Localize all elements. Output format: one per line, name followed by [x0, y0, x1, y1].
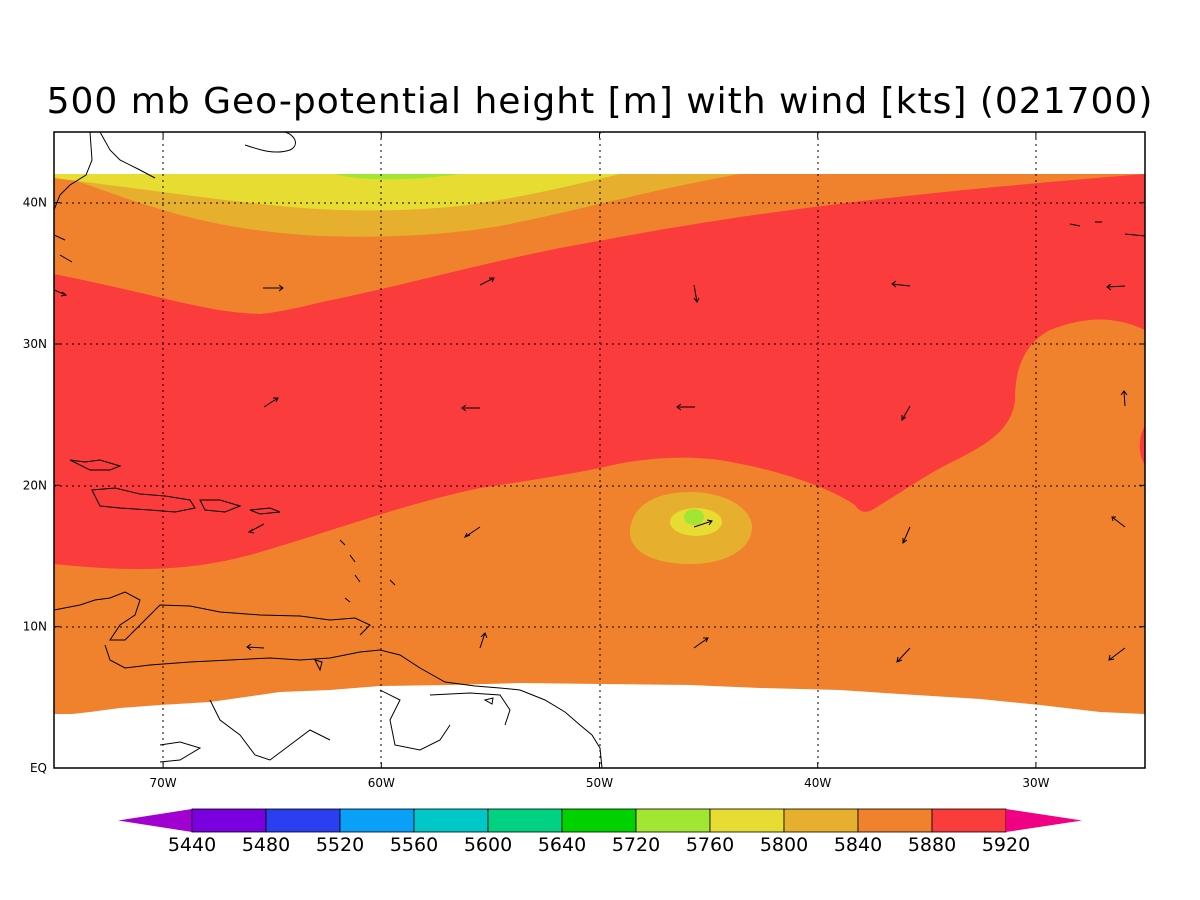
colorbar-label: 5480 — [242, 834, 290, 856]
height-field — [54, 132, 1145, 768]
colorbar-label: 5560 — [390, 834, 438, 856]
lat-tick-label: 40N — [23, 196, 47, 210]
colorbar-box — [857, 808, 933, 833]
field-5760-north — [54, 174, 620, 211]
colorbar-label: 5880 — [908, 834, 956, 856]
field-5720-low — [684, 509, 704, 525]
axis-labels: 70W 60W 50W 40W 30W 40N 30N 20N 10N EQ — [23, 196, 1050, 790]
colorbar-box — [783, 808, 859, 833]
lat-tick-label: 10N — [23, 620, 47, 634]
lat-tick-label: EQ — [30, 761, 47, 775]
field-5880 — [54, 174, 1145, 570]
field-5880-east — [1139, 425, 1145, 465]
lon-tick-label: 40W — [804, 776, 831, 790]
colorbar-box — [413, 808, 489, 833]
lon-tick-label: 50W — [586, 776, 613, 790]
colorbar-box — [635, 808, 711, 833]
colorbar-label: 5720 — [612, 834, 660, 856]
colorbar-box — [709, 808, 785, 833]
colorbar-label: 5440 — [168, 834, 216, 856]
colorbar-low-triangle — [118, 809, 192, 832]
field-5720-north — [335, 174, 460, 180]
colorbar-label: 5840 — [834, 834, 882, 856]
colorbar-label: 5800 — [760, 834, 808, 856]
colorbar-box — [191, 808, 267, 833]
colorbar-box — [339, 808, 415, 833]
lat-tick-label: 20N — [23, 478, 47, 492]
lat-tick-label: 30N — [23, 337, 47, 351]
colorbar-box — [931, 808, 1007, 833]
coastlines — [54, 132, 1145, 768]
colorbar-label: 5520 — [316, 834, 364, 856]
colorbar-box — [487, 808, 563, 833]
chart-title: 500 mb Geo-potential height [m] with win… — [46, 81, 1154, 122]
wind-arrows — [54, 277, 1128, 663]
field-missing-south — [54, 683, 1145, 768]
lon-tick-label: 60W — [368, 776, 395, 790]
colorbar-label: 5920 — [982, 834, 1030, 856]
colorbar-box — [265, 808, 341, 833]
lon-tick-label: 70W — [150, 776, 177, 790]
colorbar-label: 5600 — [464, 834, 512, 856]
colorbar-label: 5640 — [538, 834, 586, 856]
colorbar-box — [561, 808, 637, 833]
colorbar-label: 5760 — [686, 834, 734, 856]
graticule — [54, 132, 1145, 768]
colorbar-high-triangle — [1006, 809, 1082, 832]
axis-ticks — [54, 132, 1145, 769]
colorbar: 5440 5480 5520 5560 5600 5640 5720 5760 5800 5840… — [118, 808, 1082, 856]
lon-tick-label: 30W — [1022, 776, 1049, 790]
